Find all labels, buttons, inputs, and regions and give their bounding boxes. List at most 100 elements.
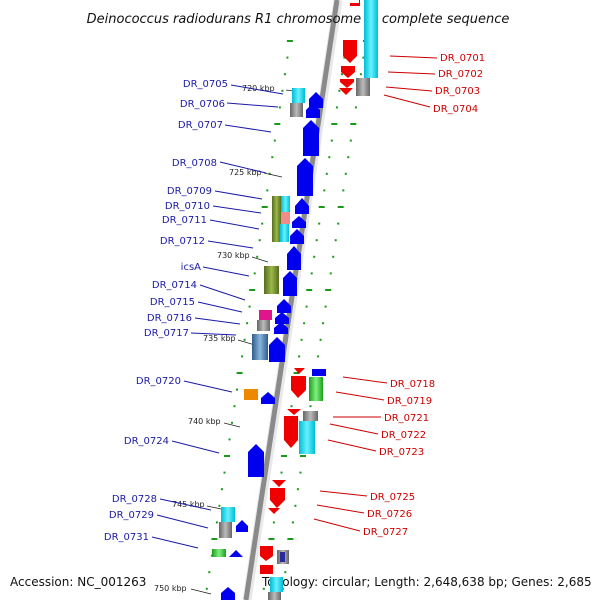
position-tick (334, 239, 337, 242)
gene-arrow[interactable] (272, 480, 286, 487)
gene-arrow[interactable] (295, 198, 309, 214)
gene-label-left[interactable]: DR_0706 (180, 99, 225, 110)
gene-label-left[interactable]: DR_0714 (152, 280, 197, 291)
gene-label-left[interactable]: DR_0720 (136, 376, 181, 387)
gene-arrow[interactable] (277, 299, 291, 313)
feature-box[interactable] (252, 334, 268, 360)
gene-label-right[interactable]: DR_0722 (381, 430, 426, 441)
gene-arrow[interactable] (283, 271, 297, 296)
gene-arrow[interactable] (294, 368, 305, 374)
gene-label-left[interactable]: DR_0712 (160, 236, 205, 247)
gene-arrow[interactable] (303, 120, 319, 156)
gene-label-right[interactable]: DR_0701 (440, 53, 485, 64)
position-tick (236, 372, 243, 374)
gene-arrow[interactable] (274, 322, 288, 334)
gene-label-right[interactable]: DR_0702 (438, 69, 483, 80)
gene-box[interactable] (260, 565, 273, 574)
gene-arrow[interactable] (270, 488, 285, 508)
feature-box[interactable] (364, 0, 378, 78)
gene-arrow[interactable] (340, 79, 354, 88)
feature-box[interactable] (212, 549, 226, 557)
feature-box[interactable] (259, 310, 272, 320)
feature-box[interactable] (270, 577, 283, 592)
feature-box[interactable] (281, 212, 290, 224)
feature-box[interactable] (309, 377, 323, 401)
feature-box[interactable] (280, 224, 289, 242)
position-tick (261, 206, 268, 208)
position-tick (303, 322, 306, 325)
gene-arrow[interactable] (287, 246, 301, 270)
gene-arrow[interactable] (221, 587, 235, 600)
gene-label-right[interactable]: DR_0703 (435, 86, 480, 97)
gene-label-left[interactable]: DR_0728 (112, 494, 157, 505)
gene-arrow[interactable] (261, 392, 275, 404)
gene-label-right[interactable]: DR_0727 (363, 527, 408, 538)
gene-label-right[interactable]: DR_0704 (433, 104, 478, 115)
gene-label-right[interactable]: DR_0726 (367, 509, 412, 520)
gene-arrow[interactable] (248, 444, 264, 477)
gene-arrow[interactable] (287, 409, 301, 415)
feature-box[interactable] (219, 522, 232, 538)
gene-label-left[interactable]: DR_0710 (165, 201, 210, 212)
gene-arrow[interactable] (291, 376, 306, 398)
gene-label-left[interactable]: DR_0707 (178, 120, 223, 131)
gene-arrow[interactable] (275, 312, 289, 324)
gene-label-left[interactable]: icsA (181, 262, 201, 273)
gene-arrow[interactable] (341, 66, 355, 78)
position-tick (337, 206, 344, 208)
position-tick (325, 172, 328, 175)
gene-label-left[interactable]: DR_0711 (162, 215, 207, 226)
accession-text: Accession: NC_001263 (10, 575, 146, 589)
gene-label-left[interactable]: DR_0717 (144, 328, 189, 339)
gene-label-left[interactable]: DR_0715 (150, 297, 195, 308)
position-tick (218, 504, 221, 507)
gene-label-left[interactable]: DR_0709 (167, 186, 212, 197)
gene-arrow[interactable] (297, 158, 313, 196)
feature-box[interactable] (356, 78, 370, 96)
gene-label-right[interactable]: DR_0721 (384, 413, 429, 424)
position-tick (205, 587, 208, 590)
feature-box[interactable] (303, 411, 318, 421)
gene-label-right[interactable]: DR_0725 (370, 492, 415, 503)
gene-label-left[interactable]: DR_0708 (172, 158, 217, 169)
gene-arrow[interactable] (284, 416, 298, 448)
gene-arrow[interactable] (269, 337, 285, 362)
feature-box[interactable] (290, 103, 303, 117)
feature-box[interactable] (264, 266, 279, 294)
feature-box[interactable] (292, 88, 305, 103)
position-tick (335, 106, 338, 109)
position-tick (284, 571, 287, 574)
gene-label-right[interactable]: DR_0723 (379, 447, 424, 458)
position-tick (283, 73, 286, 76)
position-tick (286, 40, 293, 42)
gene-label-left[interactable]: DR_0729 (109, 510, 154, 521)
gene-label-left[interactable]: DR_0724 (124, 436, 169, 447)
gene-box[interactable] (312, 369, 326, 376)
gene-arrow[interactable] (229, 550, 243, 557)
gene-arrow[interactable] (343, 40, 357, 63)
feature-box[interactable] (268, 592, 281, 600)
position-tick (340, 73, 343, 76)
gene-label-left[interactable]: DR_0716 (147, 313, 192, 324)
gene-arrow[interactable] (260, 546, 273, 561)
feature-box[interactable] (221, 507, 235, 522)
gene-label-right[interactable]: DR_0718 (390, 379, 435, 390)
gene-arrow[interactable] (236, 520, 248, 532)
gene-arrow[interactable] (290, 229, 304, 244)
feature-box[interactable] (280, 552, 285, 562)
position-tick (241, 355, 244, 358)
feature-box[interactable] (244, 389, 258, 400)
gene-arrow[interactable] (268, 508, 280, 514)
position-tick (313, 255, 316, 258)
feature-box[interactable] (281, 196, 290, 212)
gene-label-left[interactable]: DR_0731 (104, 532, 149, 543)
gene-label-right[interactable]: DR_0719 (387, 396, 432, 407)
feature-box[interactable] (257, 320, 270, 331)
gene-label-left[interactable]: DR_0705 (183, 79, 228, 90)
gene-arrow[interactable] (292, 216, 306, 228)
gene-arrow[interactable] (339, 88, 353, 95)
feature-box[interactable] (299, 421, 315, 454)
feature-box[interactable] (272, 196, 281, 242)
gene-arrow[interactable] (306, 103, 320, 118)
position-tick (281, 89, 284, 92)
